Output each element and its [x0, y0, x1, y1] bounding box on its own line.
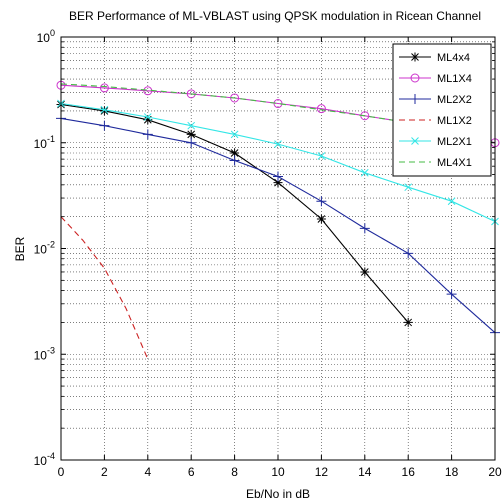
y-tick-base: 10: [34, 243, 48, 257]
legend-label-ml4x4: ML4x4: [437, 52, 470, 64]
y-tick-label: 10-3: [34, 345, 55, 362]
y-tick-label: 10-2: [34, 240, 55, 257]
y-tick-label: 100: [37, 28, 55, 45]
data-point-ml2x1: [360, 168, 369, 177]
chart-title: BER Performance of ML-VBLAST using QPSK …: [69, 9, 481, 23]
data-point-ml4x4: [143, 115, 153, 125]
legend-item-ml1x2: ML1X2: [399, 115, 472, 127]
series-ml2x1: [57, 99, 499, 226]
legend-item-ml4x4: ML4x4: [399, 52, 470, 64]
legend-marker-ml4x4: [410, 52, 420, 62]
data-point-ml2x2: [186, 137, 197, 148]
data-point-ml1x4: [99, 83, 109, 93]
legend-label-ml1x4: ML1X4: [437, 73, 472, 85]
data-point-ml4x4: [316, 214, 326, 224]
legend-item-ml1x4: ML1X4: [399, 73, 472, 85]
legend-label-ml2x1: ML2X1: [437, 136, 472, 148]
legend-marker-ml2x2: [410, 94, 420, 104]
x-axis-label: Eb/No in dB: [246, 487, 310, 501]
y-tick-base: 10: [34, 454, 48, 468]
y-axis-label: BER: [13, 236, 27, 261]
legend-marker-ml1x4: [410, 73, 420, 83]
x-tick-label: 14: [358, 465, 372, 479]
series-ml4x4: [56, 99, 413, 327]
series-ml1x2: [60, 216, 149, 360]
data-point-ml2x1: [100, 105, 109, 114]
legend-item-ml2x2: ML2X2: [399, 94, 472, 106]
x-tick-label: 18: [445, 465, 459, 479]
x-tick-label: 4: [144, 465, 151, 479]
x-tick-label: 2: [101, 465, 108, 479]
data-point-ml2x2: [99, 120, 110, 131]
data-point-ml4x4: [230, 148, 240, 158]
y-tick-exponent: -1: [47, 134, 55, 144]
data-point-ml2x1: [143, 113, 152, 121]
data-point-ml2x2: [142, 129, 153, 140]
data-point-ml4x4: [186, 129, 196, 139]
y-tick-base: 10: [34, 137, 48, 151]
series-line-ml1x2: [60, 216, 149, 360]
data-point-ml2x1: [230, 130, 239, 139]
y-tick-base: 10: [34, 348, 48, 362]
y-tick-exponent: -2: [47, 240, 55, 250]
data-point-ml2x1: [187, 121, 196, 130]
legend-item-ml4x1: ML4X1: [399, 157, 472, 169]
data-point-ml4x4: [403, 317, 413, 327]
data-point-ml1x4: [316, 104, 326, 114]
data-point-ml2x2: [359, 223, 370, 234]
x-tick-label: 12: [315, 465, 329, 479]
data-point-ml2x1: [274, 140, 282, 149]
data-point-ml2x1: [447, 197, 456, 206]
x-tick-label: 6: [188, 465, 195, 479]
legend-marker-ml2x1: [411, 137, 419, 145]
data-point-ml2x1: [404, 183, 413, 192]
y-tick-exponent: -4: [47, 451, 55, 461]
y-tick-exponent: -3: [47, 345, 55, 355]
data-point-ml2x2: [446, 289, 457, 300]
data-point-ml2x1: [317, 152, 326, 160]
data-point-ml2x2: [273, 171, 283, 182]
legend-label-ml1x2: ML1X2: [437, 115, 472, 127]
legend-box: [392, 43, 492, 177]
y-tick-base: 10: [37, 31, 51, 45]
series-ml2x2: [56, 113, 500, 338]
data-point-ml2x2: [229, 155, 240, 166]
x-tick-label: 8: [231, 465, 238, 479]
x-tick-label: 10: [271, 465, 285, 479]
data-point-ml4x4: [360, 267, 370, 277]
legend: ML4x4 ML1X4 ML2X2 ML1X2 ML2X1 ML4X1: [392, 43, 492, 177]
y-tick-label: 10-4: [34, 451, 55, 468]
y-tick-exponent: 0: [50, 28, 55, 38]
data-point-ml2x2: [403, 248, 414, 259]
x-tick-label: 16: [402, 465, 416, 479]
x-tick-label: 0: [58, 465, 65, 479]
data-point-ml2x2: [316, 196, 327, 207]
x-tick-label: 20: [488, 465, 502, 479]
y-tick-label: 10-1: [34, 134, 55, 151]
legend-item-ml2x1: ML2X1: [399, 136, 472, 148]
legend-label-ml4x1: ML4X1: [437, 157, 472, 169]
legend-label-ml2x2: ML2X2: [437, 94, 472, 106]
data-point-ml4x4: [99, 106, 109, 116]
data-point-ml4x4: [273, 178, 283, 188]
